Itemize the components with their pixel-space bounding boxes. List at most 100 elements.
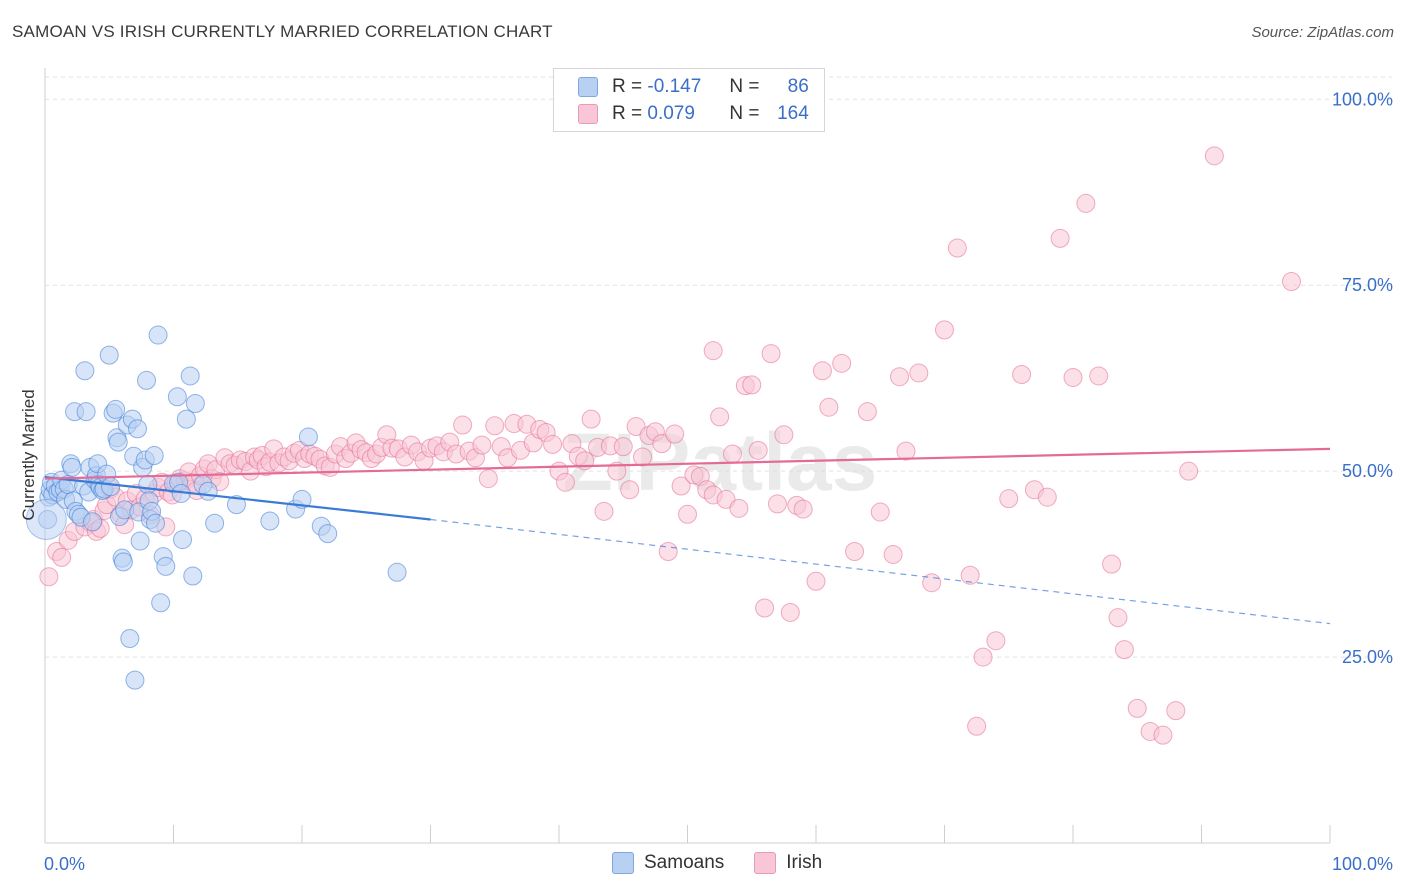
data-point [1102,554,1122,574]
data-point [594,501,614,521]
data-point [671,476,691,496]
data-point [83,512,103,532]
data-point [453,415,473,435]
series-irish [39,146,1301,745]
data-point [39,567,59,587]
data-point [555,472,575,492]
trend-line-irish [44,447,1331,480]
n-value: 164 [777,103,809,124]
data-point [658,541,678,561]
data-point [870,502,890,522]
y-tick-label: 50.0% [1342,461,1393,481]
legend-row-samoans: R = -0.147 N = 86 [578,75,809,99]
data-point [137,370,157,390]
data-point [75,361,95,381]
data-point [113,552,133,572]
data-point [761,344,781,364]
r-label: R = [612,103,643,124]
data-point [1037,487,1057,507]
data-point [318,524,338,544]
legend-swatch-irish [578,104,598,124]
legend-item-irish[interactable]: Irish [754,852,822,874]
data-point [1166,701,1186,721]
data-point [1281,272,1301,292]
data-point [52,547,72,567]
data-point [478,469,498,489]
data-point [1179,461,1199,481]
source-label: Source: ZipAtlas.com [1251,24,1394,41]
data-point [652,434,672,454]
data-point [76,402,96,422]
data-point [472,435,492,455]
data-point [180,366,200,386]
y-tick-label: 100.0% [1332,89,1393,109]
data-point [722,444,742,464]
data-point [890,367,910,387]
data-point [960,565,980,585]
data-point [857,402,877,422]
legend-row-irish: R = 0.079 N = 164 [578,102,809,126]
data-point [947,238,967,258]
x-tick-label: 0.0% [44,854,85,874]
data-point [130,531,150,551]
legend-swatch-irish [754,852,777,874]
data-point [185,393,205,413]
legend-label-irish: Irish [786,852,823,873]
series-legend: Samoans Irish [612,852,852,874]
data-point [260,511,280,531]
axis-labels: 25.0% 50.0% 75.0% 100.0% 0.0% 100.0% Currently… [19,89,1393,874]
data-point [108,432,128,452]
data-point [967,716,987,736]
data-point [581,409,601,429]
r-value: -0.147 [647,76,702,97]
data-point [620,480,640,500]
data-point [1204,146,1224,166]
chart-title: SAMOAN VS IRISH CURRENTLY MARRIED CORREL… [12,22,553,41]
data-point [710,407,730,427]
data-point [183,566,203,586]
data-point [138,475,158,495]
data-point [128,419,148,439]
data-point [1076,193,1096,213]
trend-line-samoans [44,476,431,521]
data-point [1089,366,1109,386]
data-point [999,489,1019,509]
data-point [1114,640,1134,660]
axes [44,68,1331,844]
data-point [226,495,246,515]
data-point [1050,228,1070,248]
data-point [832,353,852,373]
data-point [767,494,787,514]
y-tick-label: 75.0% [1342,275,1393,295]
data-point [812,361,832,381]
data-point [1153,725,1173,745]
data-point [633,447,653,467]
y-axis-label: Currently Married [19,389,38,520]
data-point [298,427,318,447]
data-point [120,628,140,648]
data-point [176,409,196,429]
data-point [99,345,119,365]
data-point [144,446,164,466]
data-point [793,499,813,519]
data-point [543,434,563,454]
data-point [755,598,775,618]
r-value: 0.079 [647,103,695,124]
legend-item-samoans[interactable]: Samoans [612,852,724,874]
n-label: N = [729,103,760,124]
data-point [125,670,145,690]
data-point [387,562,407,582]
data-point [748,440,768,460]
legend-label-samoans: Samoans [644,852,725,873]
data-point [167,387,187,407]
data-point [613,437,633,457]
r-label: R = [612,76,643,97]
legend-swatch-samoans [612,852,634,874]
data-point [973,647,993,667]
n-value: 86 [787,76,809,97]
data-point [607,461,627,481]
data-point [703,341,723,361]
data-point [62,457,82,477]
data-point [485,416,505,436]
data-point [665,424,685,444]
